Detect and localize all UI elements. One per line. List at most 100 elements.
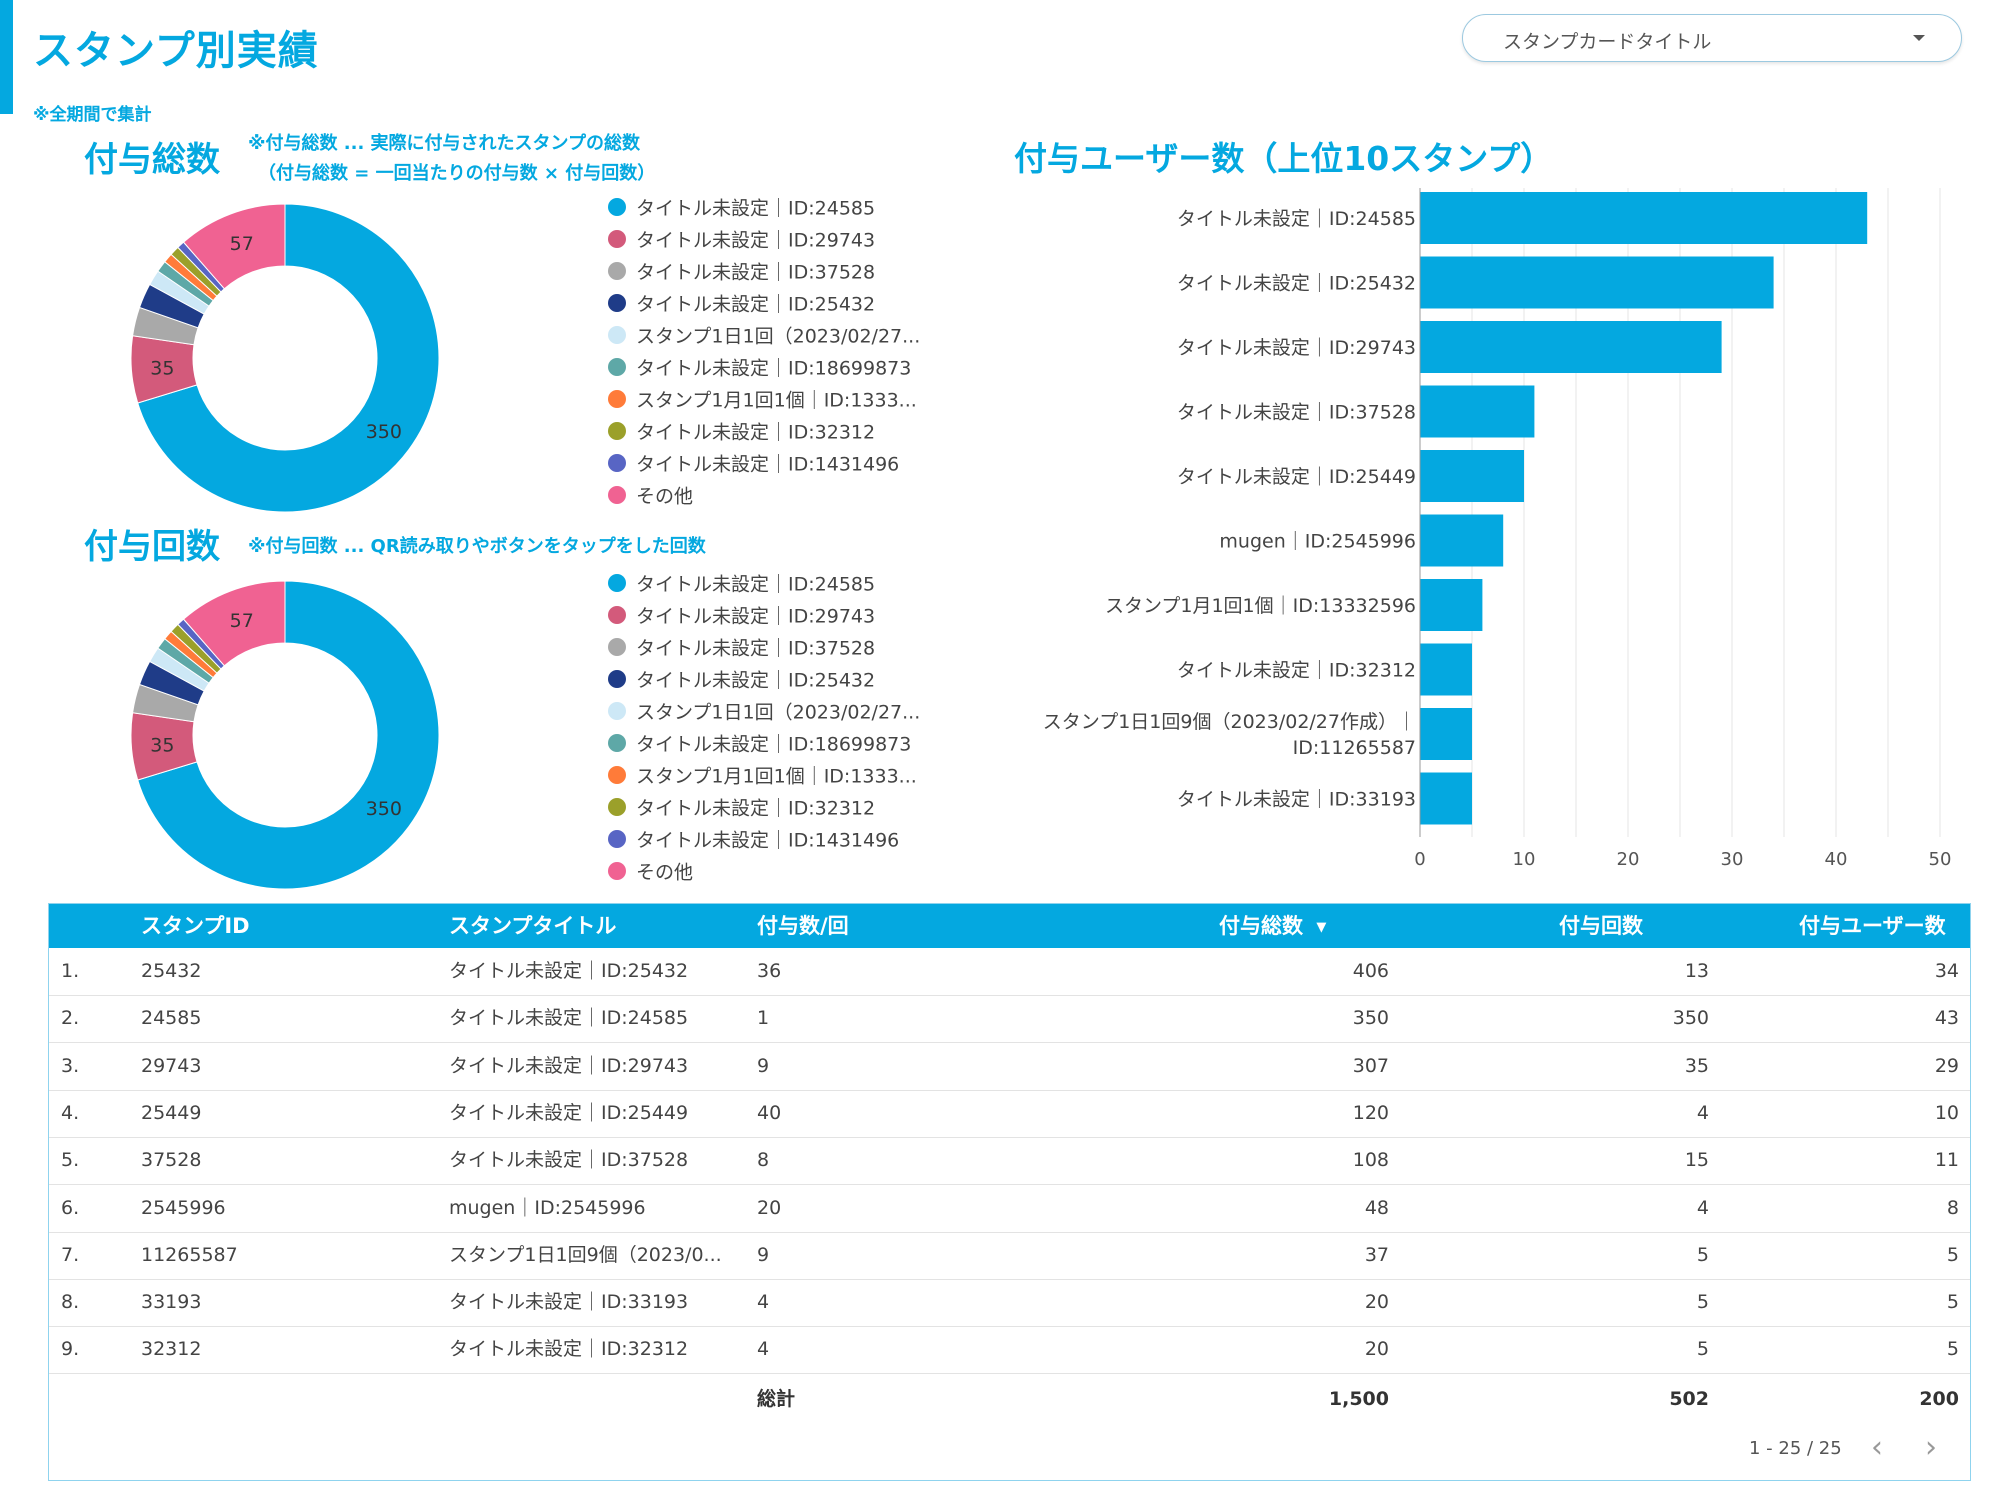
col-header-per-grant[interactable]: 付与数/回 bbox=[757, 914, 849, 938]
cell-stamp-id: 37528 bbox=[141, 1149, 202, 1172]
legend-swatch bbox=[608, 765, 626, 784]
table-row[interactable]: 3. 29743 タイトル未設定｜ID:29743 9 307 35 29 bbox=[49, 1043, 1970, 1091]
cell-index: 5. bbox=[61, 1149, 80, 1172]
count-legend-item[interactable]: スタンプ1日1回（2023/02/27... bbox=[608, 697, 920, 727]
bar[interactable] bbox=[1420, 643, 1472, 696]
count-note-line1: ※付与回数 ... QR読み取りやボタンをタップをした回数 bbox=[248, 536, 706, 557]
total-legend-item[interactable]: その他 bbox=[608, 481, 693, 511]
total-legend-item[interactable]: タイトル未設定｜ID:32312 bbox=[608, 417, 875, 447]
cell-stamp-title: タイトル未設定｜ID:25432 bbox=[449, 960, 689, 982]
y-category-label: タイトル未設定｜ID:37528 bbox=[1177, 402, 1416, 424]
legend-label: スタンプ1日1回（2023/02/27... bbox=[636, 701, 921, 724]
cell-stamp-title: タイトル未設定｜ID:29743 bbox=[449, 1054, 689, 1077]
cell-stamp-title: mugen｜ID:2545996 bbox=[449, 1196, 646, 1219]
y-category-label: mugen｜ID:2545996 bbox=[1219, 531, 1416, 553]
bar[interactable] bbox=[1420, 385, 1535, 438]
table-row[interactable]: 8. 33193 タイトル未設定｜ID:33193 4 20 5 5 bbox=[49, 1279, 1970, 1328]
col-header-stamp-title[interactable]: スタンプタイトル bbox=[449, 914, 617, 938]
cell-users: 5 bbox=[1946, 1338, 1959, 1361]
count-section-title: 付与回数 bbox=[84, 527, 220, 567]
legend-swatch bbox=[608, 453, 626, 472]
cell-count: 5 bbox=[1696, 1291, 1709, 1314]
total-chart-legend: タイトル未設定｜ID:24585 タイトル未設定｜ID:29743 タイトル未設定｜… bbox=[608, 193, 948, 513]
page-title: スタンプ別実績 bbox=[33, 28, 319, 74]
count-legend-item[interactable]: スタンプ1月1回1個｜ID:1333... bbox=[608, 761, 917, 791]
total-legend-item[interactable]: スタンプ1日1回（2023/02/27... bbox=[608, 321, 920, 351]
y-category-label: タイトル未設定｜ID:32312 bbox=[1177, 660, 1416, 682]
table-row[interactable]: 7. 11265587 スタンプ1日1回9個（2023/0... 9 37 5 5 bbox=[49, 1232, 1970, 1280]
total-slice-label-9: 57 bbox=[230, 233, 254, 255]
count-legend-item[interactable]: タイトル未設定｜ID:37528 bbox=[608, 633, 875, 663]
total-legend-item[interactable]: スタンプ1月1回1個｜ID:1333... bbox=[608, 385, 917, 415]
cell-total: 20 bbox=[1364, 1291, 1389, 1314]
x-tick-label: 40 bbox=[1825, 849, 1848, 870]
total-legend-item[interactable]: タイトル未設定｜ID:25432 bbox=[608, 289, 875, 319]
bar[interactable] bbox=[1420, 708, 1472, 760]
table-row[interactable]: 5. 37528 タイトル未設定｜ID:37528 8 108 15 11 bbox=[49, 1137, 1970, 1186]
count-legend-item[interactable]: タイトル未設定｜ID:32312 bbox=[608, 793, 875, 823]
count-legend-item[interactable]: タイトル未設定｜ID:1431496 bbox=[608, 825, 899, 855]
cell-total: 108 bbox=[1352, 1149, 1389, 1172]
count-legend-item[interactable]: タイトル未設定｜ID:24585 bbox=[608, 569, 875, 599]
cell-per-grant: 1 bbox=[757, 1007, 770, 1030]
cell-total: 406 bbox=[1352, 960, 1389, 982]
count-slice-0[interactable] bbox=[137, 580, 440, 890]
bar[interactable] bbox=[1420, 579, 1483, 631]
col-header-count[interactable]: 付与回数 bbox=[1559, 914, 1643, 938]
cell-total: 120 bbox=[1352, 1101, 1389, 1124]
count-legend-item[interactable]: タイトル未設定｜ID:18699873 bbox=[608, 729, 911, 759]
legend-swatch bbox=[608, 797, 626, 816]
users-section-title: 付与ユーザー数（上位10スタンプ） bbox=[1014, 139, 1554, 178]
total-legend-item[interactable]: タイトル未設定｜ID:24585 bbox=[608, 193, 875, 223]
bar[interactable] bbox=[1420, 321, 1722, 373]
total-legend-item[interactable]: タイトル未設定｜ID:37528 bbox=[608, 257, 875, 287]
total-legend-item[interactable]: タイトル未設定｜ID:18699873 bbox=[608, 353, 911, 383]
cell-per-grant: 9 bbox=[757, 1243, 770, 1266]
total-legend-item[interactable]: タイトル未設定｜ID:29743 bbox=[608, 225, 875, 255]
total-section-title: 付与総数 bbox=[84, 140, 220, 180]
bar[interactable] bbox=[1420, 256, 1774, 309]
next-page-button[interactable]: › bbox=[1925, 1430, 1937, 1465]
legend-swatch bbox=[608, 733, 626, 752]
cell-stamp-title: タイトル未設定｜ID:32312 bbox=[449, 1338, 689, 1361]
bar[interactable] bbox=[1420, 772, 1472, 825]
total-slice-9[interactable] bbox=[182, 203, 286, 290]
count-slice-9[interactable] bbox=[182, 580, 286, 667]
cell-per-grant: 8 bbox=[757, 1149, 770, 1172]
cell-count: 4 bbox=[1696, 1101, 1709, 1124]
cell-per-grant: 36 bbox=[757, 960, 782, 982]
stamp-card-filter-dropdown[interactable]: スタンプカードタイトル bbox=[1462, 14, 1962, 62]
total-slice-label-1: 35 bbox=[150, 357, 174, 379]
bar[interactable] bbox=[1420, 514, 1504, 567]
col-header-total[interactable]: 付与総数 ▼ bbox=[1219, 904, 1326, 952]
bar[interactable] bbox=[1420, 192, 1868, 244]
count-slice-label-1: 35 bbox=[150, 734, 174, 756]
count-legend-item[interactable]: その他 bbox=[608, 857, 693, 887]
col-header-users[interactable]: 付与ユーザー数 bbox=[1799, 914, 1946, 938]
table-row[interactable]: 4. 25449 タイトル未設定｜ID:25449 40 120 4 10 bbox=[49, 1090, 1970, 1138]
dropdown-label: スタンプカードタイトル bbox=[1503, 31, 1712, 53]
total-slice-0[interactable] bbox=[137, 203, 440, 513]
table-row[interactable]: 6. 2545996 mugen｜ID:2545996 20 48 4 8 bbox=[49, 1185, 1970, 1233]
table-row[interactable]: 2. 24585 タイトル未設定｜ID:24585 1 350 350 43 bbox=[49, 995, 1970, 1044]
prev-page-button[interactable]: ‹ bbox=[1871, 1430, 1883, 1465]
x-tick-label: 20 bbox=[1617, 849, 1640, 870]
y-category-label: スタンプ1日1回9個（2023/02/27作成）｜ bbox=[1043, 711, 1416, 733]
sort-desc-icon: ▼ bbox=[1316, 920, 1327, 935]
table-row[interactable]: 1. 25432 タイトル未設定｜ID:25432 36 406 13 34 bbox=[49, 948, 1970, 996]
cell-total: 307 bbox=[1352, 1054, 1389, 1077]
bar[interactable] bbox=[1420, 450, 1524, 502]
cell-count: 35 bbox=[1684, 1054, 1709, 1077]
x-tick-label: 10 bbox=[1513, 849, 1536, 870]
cell-users: 29 bbox=[1934, 1054, 1959, 1077]
legend-label: タイトル未設定｜ID:1431496 bbox=[636, 829, 900, 852]
cell-count: 350 bbox=[1672, 1007, 1709, 1030]
y-category-label: タイトル未設定｜ID:29743 bbox=[1177, 337, 1416, 359]
col-header-stamp-id[interactable]: スタンプID bbox=[141, 914, 250, 938]
count-legend-item[interactable]: タイトル未設定｜ID:25432 bbox=[608, 665, 875, 695]
count-legend-item[interactable]: タイトル未設定｜ID:29743 bbox=[608, 601, 875, 631]
total-legend-item[interactable]: タイトル未設定｜ID:1431496 bbox=[608, 449, 899, 479]
table-row[interactable]: 9. 32312 タイトル未設定｜ID:32312 4 20 5 5 bbox=[49, 1326, 1970, 1375]
legend-label: タイトル未設定｜ID:25432 bbox=[636, 293, 876, 316]
cell-stamp-id: 24585 bbox=[141, 1007, 202, 1030]
